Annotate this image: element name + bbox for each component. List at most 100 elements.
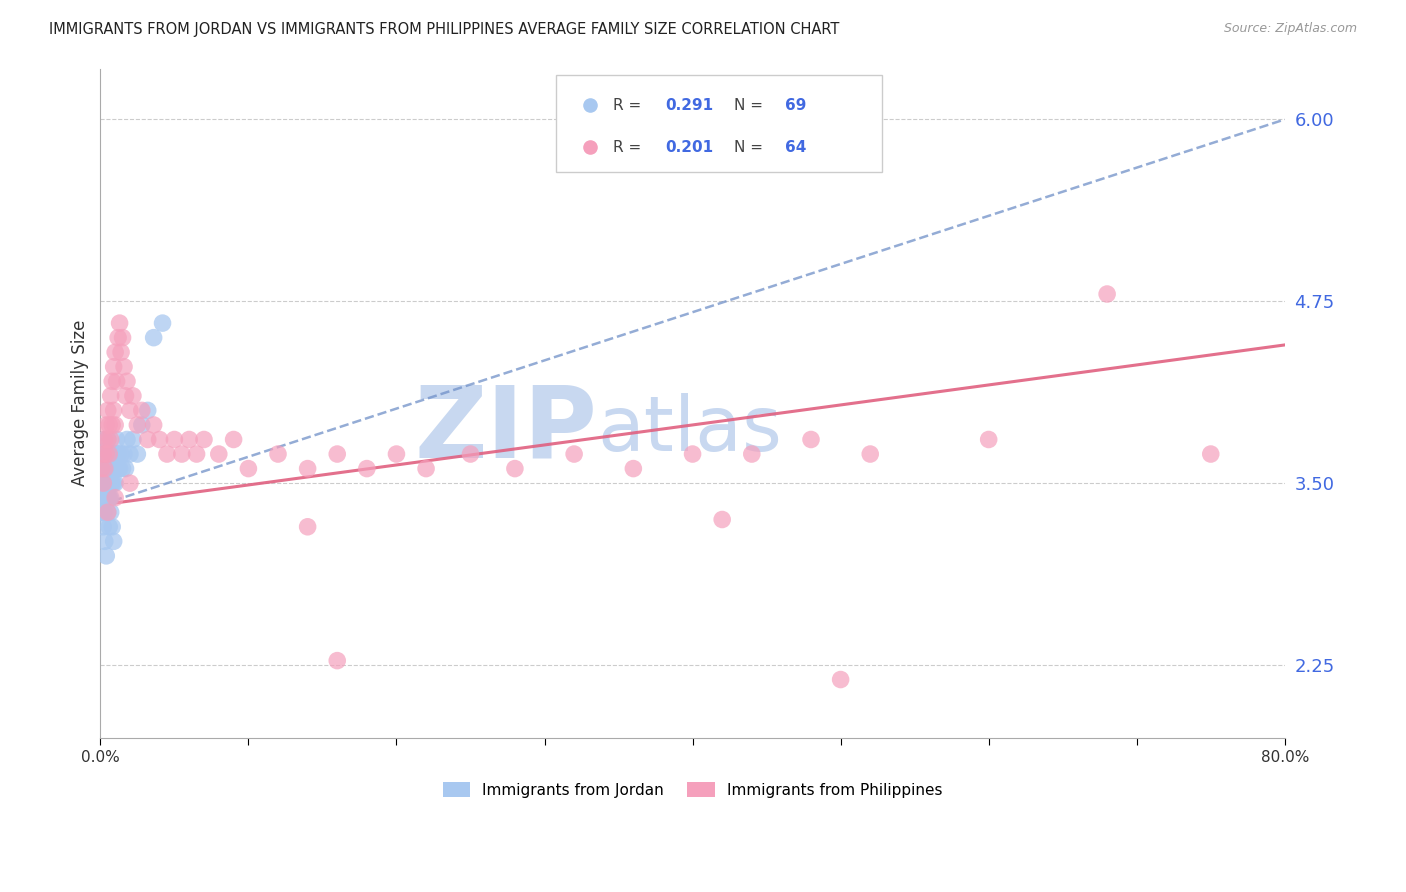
Point xyxy=(267,447,290,461)
Point xyxy=(90,461,112,475)
Point xyxy=(136,433,159,447)
Point xyxy=(122,433,145,447)
Point xyxy=(98,447,121,461)
Point xyxy=(741,447,763,461)
Point xyxy=(101,520,124,534)
Text: 0.291: 0.291 xyxy=(665,98,713,112)
Point xyxy=(94,433,117,447)
Point xyxy=(97,461,120,475)
Point xyxy=(222,433,245,447)
Point xyxy=(98,520,121,534)
Legend: Immigrants from Jordan, Immigrants from Philippines: Immigrants from Jordan, Immigrants from … xyxy=(437,775,949,804)
Point xyxy=(90,447,112,461)
Point xyxy=(460,447,482,461)
Point xyxy=(94,447,117,461)
Text: Source: ZipAtlas.com: Source: ZipAtlas.com xyxy=(1223,22,1357,36)
Point xyxy=(111,331,134,345)
Point xyxy=(96,417,118,432)
Point xyxy=(91,476,114,491)
Point xyxy=(107,447,129,461)
Point xyxy=(152,316,174,330)
Point xyxy=(96,447,118,461)
Text: IMMIGRANTS FROM JORDAN VS IMMIGRANTS FROM PHILIPPINES AVERAGE FAMILY SIZE CORREL: IMMIGRANTS FROM JORDAN VS IMMIGRANTS FRO… xyxy=(49,22,839,37)
Point xyxy=(297,520,319,534)
Point xyxy=(90,461,112,475)
Point xyxy=(326,447,349,461)
Point xyxy=(179,433,201,447)
Point xyxy=(682,447,704,461)
Point xyxy=(1199,447,1222,461)
Point xyxy=(562,447,585,461)
Point xyxy=(122,389,145,403)
FancyBboxPatch shape xyxy=(557,75,882,172)
Point xyxy=(700,857,723,871)
Point xyxy=(100,505,122,519)
Point xyxy=(114,389,136,403)
Point xyxy=(91,461,114,475)
Point xyxy=(105,374,128,388)
Point xyxy=(103,359,125,374)
Point xyxy=(208,447,231,461)
Point xyxy=(356,461,378,475)
Point xyxy=(110,345,132,359)
Point xyxy=(100,433,122,447)
Point xyxy=(131,403,153,417)
Point xyxy=(112,359,135,374)
Point xyxy=(108,461,131,475)
Point xyxy=(104,417,127,432)
Point xyxy=(170,447,193,461)
Point xyxy=(101,447,124,461)
Point xyxy=(98,417,121,432)
Point xyxy=(98,461,121,475)
Point xyxy=(136,403,159,417)
Point xyxy=(98,491,121,505)
Point xyxy=(91,447,114,461)
Text: R =: R = xyxy=(613,140,647,154)
Point xyxy=(96,476,118,491)
Point xyxy=(94,461,117,475)
Point xyxy=(97,491,120,505)
Point xyxy=(103,403,125,417)
Point xyxy=(103,461,125,475)
Point xyxy=(100,491,122,505)
Point xyxy=(101,476,124,491)
Point xyxy=(97,447,120,461)
Point xyxy=(91,476,114,491)
Point xyxy=(94,461,117,475)
Point xyxy=(98,476,121,491)
Point xyxy=(97,505,120,519)
Point xyxy=(94,476,117,491)
Point xyxy=(112,447,135,461)
Point xyxy=(163,433,186,447)
Point xyxy=(96,491,118,505)
Point xyxy=(96,549,118,563)
Point xyxy=(101,461,124,475)
Text: atlas: atlas xyxy=(598,392,783,467)
Point xyxy=(91,461,114,475)
Point xyxy=(94,433,117,447)
Point xyxy=(110,447,132,461)
Point xyxy=(118,403,141,417)
Point xyxy=(108,316,131,330)
Point xyxy=(193,433,215,447)
Point xyxy=(103,534,125,549)
Point xyxy=(127,447,149,461)
Point xyxy=(104,345,127,359)
Point xyxy=(415,461,437,475)
Point xyxy=(148,433,170,447)
Text: ZIP: ZIP xyxy=(415,382,598,478)
Point xyxy=(91,520,114,534)
Y-axis label: Average Family Size: Average Family Size xyxy=(72,320,89,486)
Point xyxy=(711,512,734,526)
Point xyxy=(98,491,121,505)
Point xyxy=(104,491,127,505)
Point xyxy=(94,534,117,549)
Point xyxy=(800,433,823,447)
Point xyxy=(131,417,153,432)
Point xyxy=(91,491,114,505)
Point xyxy=(97,403,120,417)
Point xyxy=(105,433,128,447)
Text: N =: N = xyxy=(734,98,768,112)
Point xyxy=(830,673,852,687)
Point xyxy=(101,417,124,432)
